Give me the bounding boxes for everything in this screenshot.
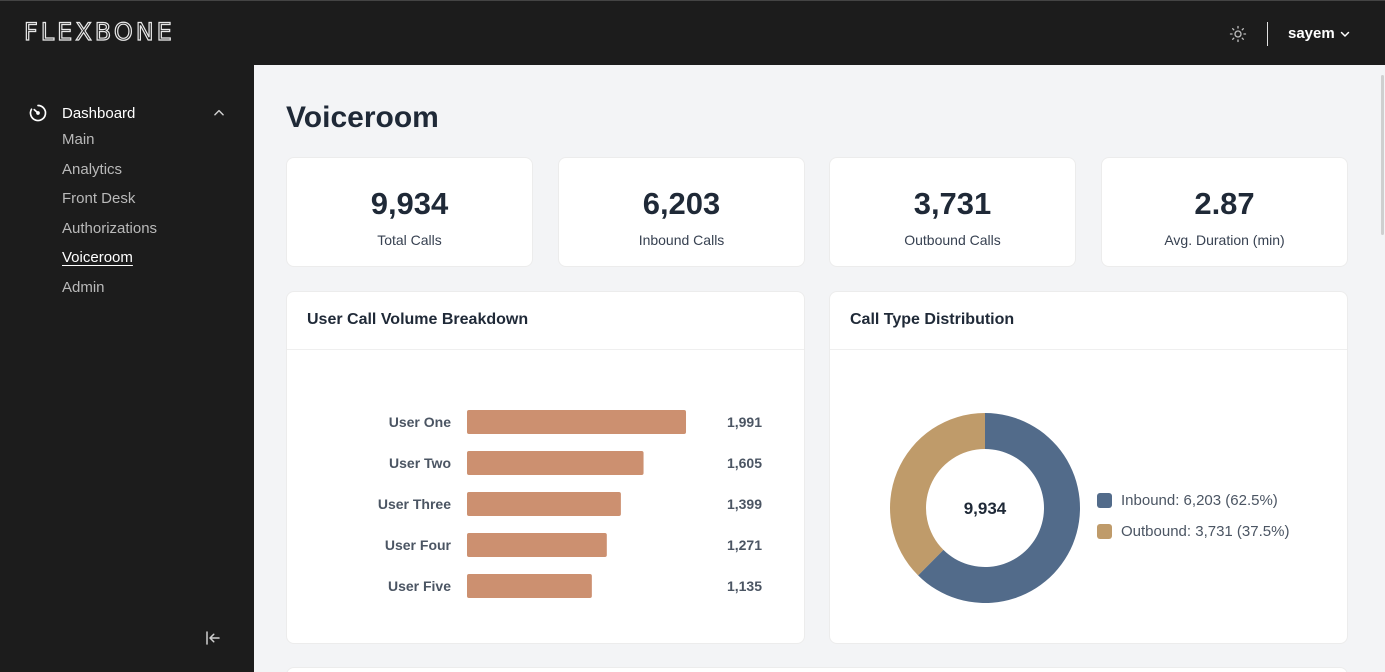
brand-logo[interactable]: FLEXBONE	[23, 17, 175, 46]
chevron-up-icon[interactable]	[212, 106, 226, 120]
call-type-donut-chart: 9,934	[890, 413, 1080, 603]
donut-center-total: 9,934	[964, 499, 1007, 518]
sidebar-item-authorizations[interactable]: Authorizations	[62, 219, 158, 237]
header-divider	[1267, 22, 1268, 46]
stat-value: 3,731	[913, 186, 992, 221]
legend-item-inbound[interactable]: Inbound: 6,203 (62.5%)	[1097, 485, 1289, 516]
donut-slice-outbound[interactable]	[890, 413, 985, 576]
chevron-down-icon	[1340, 31, 1349, 37]
user-name: sayem	[1288, 25, 1335, 42]
card-title: Call Type Distribution	[830, 292, 1347, 350]
next-card-partial	[286, 667, 1348, 672]
legend-swatch	[1097, 524, 1112, 539]
stat-label: Inbound Calls	[638, 232, 725, 248]
bar[interactable]	[467, 410, 687, 434]
stat-card-inbound-calls: 6,203 Inbound Calls	[558, 157, 805, 267]
user-call-volume-card: User Call Volume Breakdown User One 1,991…	[286, 291, 805, 644]
sidebar-item-main[interactable]: Main	[62, 131, 95, 148]
bar-value-label: 1,991	[727, 414, 762, 430]
user-call-volume-chart: User One 1,991 User Two 1,605 User Three 1,39…	[378, 410, 762, 598]
legend-label: Inbound: 6,203 (62.5%)	[1121, 492, 1278, 509]
page-title: Voiceroom	[286, 101, 439, 134]
donut-slice-inbound[interactable]	[918, 413, 1080, 603]
call-type-distribution-card: Call Type Distribution 9,934 Inbound: 6,…	[829, 291, 1348, 644]
scrollbar-thumb[interactable]	[1381, 75, 1384, 235]
bar-value-label: 1,271	[727, 537, 762, 553]
sidebar-section-label: Dashboard	[62, 104, 136, 122]
dashboard-gauge-icon	[29, 104, 47, 122]
stat-label: Total Calls	[377, 232, 442, 248]
bar-category-label: User Three	[378, 496, 451, 512]
bar-category-label: User One	[389, 414, 451, 430]
sidebar-item-voiceroom[interactable]: Voiceroom	[62, 249, 133, 267]
stat-card-avg-duration: 2.87 Avg. Duration (min)	[1101, 157, 1348, 267]
legend-item-outbound[interactable]: Outbound: 3,731 (37.5%)	[1097, 516, 1289, 547]
top-bar: FLEXBONE sayem	[0, 0, 1385, 65]
stat-label: Outbound Calls	[904, 232, 1001, 248]
legend-swatch	[1097, 493, 1112, 508]
legend-label: Outbound: 3,731 (37.5%)	[1121, 523, 1290, 540]
bar-category-label: User Two	[389, 455, 451, 471]
stat-value: 2.87	[1194, 186, 1255, 221]
stat-value: 9,934	[370, 186, 449, 221]
sidebar-section-dashboard[interactable]: Dashboard	[28, 102, 228, 124]
sidebar: Dashboard Main Analytics Front Desk Auth…	[0, 65, 254, 672]
sun-icon[interactable]	[1229, 25, 1247, 43]
bar-category-label: User Four	[385, 537, 452, 553]
card-title: User Call Volume Breakdown	[287, 292, 804, 350]
collapse-sidebar-icon[interactable]	[204, 629, 222, 647]
sidebar-item-front-desk[interactable]: Front Desk	[62, 190, 136, 208]
main-content: Voiceroom 9,934 Total Calls 6,203 Inboun…	[254, 65, 1381, 672]
bar[interactable]	[467, 574, 592, 598]
sidebar-item-analytics[interactable]: Analytics	[62, 160, 123, 178]
stat-card-outbound-calls: 3,731 Outbound Calls	[829, 157, 1076, 267]
stat-card-total-calls: 9,934 Total Calls	[286, 157, 533, 267]
user-menu[interactable]: sayem	[1288, 25, 1351, 42]
bar[interactable]	[467, 492, 621, 516]
bar-value-label: 1,399	[727, 496, 762, 512]
sidebar-item-admin[interactable]: Admin	[62, 278, 105, 296]
page-scrollbar[interactable]	[1381, 65, 1385, 672]
bar-value-label: 1,605	[727, 455, 762, 471]
bar[interactable]	[467, 451, 644, 475]
donut-legend: Inbound: 6,203 (62.5%) Outbound: 3,731 (…	[1097, 485, 1289, 547]
stat-value: 6,203	[642, 186, 721, 221]
bar-category-label: User Five	[388, 578, 451, 594]
sidebar-subnav: Main Analytics Front Desk Authorizations…	[62, 131, 157, 309]
stat-label: Avg. Duration (min)	[1164, 232, 1285, 248]
bar-value-label: 1,135	[727, 578, 762, 594]
bar[interactable]	[467, 533, 607, 557]
